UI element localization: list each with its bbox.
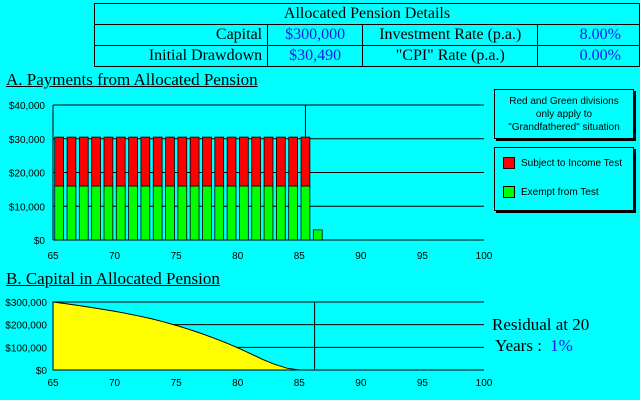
payments-x-tick-label: 65	[47, 251, 59, 262]
income-test-bar	[66, 136, 77, 187]
payments-y-tick-label: $10,000	[9, 202, 46, 213]
income-test-bar	[115, 136, 126, 187]
income-test-bar	[288, 136, 298, 187]
income-test-bar	[202, 136, 212, 187]
investment-rate-value[interactable]: 8.00%	[537, 24, 640, 46]
capital-x-tick-label: 95	[417, 378, 429, 389]
drawdown-value[interactable]: $30,490	[267, 45, 364, 67]
note-line-3: "Grandfathered" situation	[508, 121, 620, 133]
exempt-bar	[214, 185, 225, 241]
income-test-bar	[152, 136, 163, 187]
income-test-bar	[214, 136, 225, 187]
income-test-bar	[300, 136, 311, 187]
legend-swatch-green	[503, 186, 515, 198]
payments-x-tick-label: 80	[232, 251, 244, 262]
cpi-rate-value[interactable]: 0.00%	[537, 45, 640, 67]
income-test-bar	[128, 136, 138, 187]
exempt-bar	[189, 185, 200, 241]
income-test-bar	[239, 136, 249, 187]
payments-y-tick-label: $0	[34, 236, 46, 247]
capital-section-title: B. Capital in Allocated Pension	[6, 269, 220, 288]
capital-y-tick-label: $200,000	[5, 321, 47, 332]
payments-x-tick-label: 100	[476, 251, 493, 262]
income-test-bar	[251, 136, 262, 187]
cpi-rate-label: "CPI" Rate (p.a.)	[362, 45, 539, 67]
exempt-bar	[202, 185, 212, 241]
pension-details-table: Allocated Pension Details Capital $300,0…	[93, 3, 640, 67]
capital-x-tick-label: 90	[355, 378, 367, 389]
payments-y-tick-label: $30,000	[9, 135, 46, 146]
capital-y-tick-label: $100,000	[5, 343, 47, 354]
exempt-bar	[115, 185, 126, 241]
capital-x-tick-label: 85	[294, 378, 306, 389]
capital-x-tick-label: 75	[171, 378, 183, 389]
income-test-bar	[189, 136, 200, 187]
exempt-bar	[288, 185, 298, 241]
exempt-bar	[78, 185, 89, 241]
exempt-bar	[152, 185, 163, 241]
income-test-bar	[103, 136, 114, 187]
income-test-bar	[165, 136, 175, 187]
exempt-bar	[239, 185, 249, 241]
payments-x-tick-label: 95	[417, 251, 429, 262]
exempt-bar	[300, 185, 311, 241]
note-line-2: only apply to	[535, 108, 593, 120]
residual-value: 1%	[550, 336, 573, 355]
income-test-bar	[140, 136, 151, 187]
residual-years-label: Years :	[495, 336, 542, 355]
exempt-bar	[54, 185, 64, 241]
exempt-bar	[251, 185, 262, 241]
capital-x-tick-label: 100	[476, 378, 493, 389]
payments-x-tick-label: 75	[171, 251, 183, 262]
legend-swatch-red	[503, 157, 515, 169]
drawdown-label: Initial Drawdown	[93, 45, 269, 67]
income-test-bar	[78, 136, 89, 187]
exempt-bar	[275, 185, 286, 241]
capital-y-tick-label: $300,000	[5, 298, 47, 309]
grandfathered-note: Red and Green divisions only apply to "G…	[494, 89, 634, 139]
exempt-bar	[165, 185, 175, 241]
legend-label-income-test: Subject to Income Test	[521, 157, 622, 169]
income-test-bar	[275, 136, 286, 187]
payments-section-title: A. Payments from Allocated Pension	[6, 70, 258, 89]
payments-legend: Subject to Income Test Exempt from Test	[494, 147, 634, 211]
income-test-bar	[177, 136, 188, 187]
capital-y-tick-label: $0	[36, 366, 48, 377]
income-test-bar	[226, 136, 237, 187]
payments-y-tick-label: $20,000	[9, 169, 46, 180]
payments-y-tick-label: $40,000	[9, 101, 46, 112]
residual-label-line1: Residual at 20	[492, 315, 590, 334]
capital-x-tick-label: 80	[232, 378, 244, 389]
exempt-bar	[91, 185, 101, 241]
exempt-bar	[226, 185, 237, 241]
payments-x-tick-label: 85	[294, 251, 306, 262]
capital-x-tick-label: 65	[47, 378, 59, 389]
income-test-bar	[91, 136, 101, 187]
residual-label-line2: Years : 1%	[495, 336, 573, 356]
capital-area	[52, 301, 312, 371]
exempt-bar	[312, 229, 323, 241]
exempt-bar	[263, 185, 274, 241]
income-test-bar	[54, 136, 64, 187]
payments-x-tick-label: 90	[355, 251, 367, 262]
note-line-1: Red and Green divisions	[509, 95, 619, 107]
capital-x-tick-label: 70	[109, 378, 121, 389]
legend-item-income-test: Subject to Income Test	[503, 157, 622, 169]
legend-item-exempt: Exempt from Test	[503, 186, 599, 198]
income-test-bar	[263, 136, 274, 187]
exempt-bar	[66, 185, 77, 241]
exempt-bar	[140, 185, 151, 241]
payments-x-tick-label: 70	[109, 251, 121, 262]
exempt-bar	[177, 185, 188, 241]
exempt-bar	[128, 185, 138, 241]
exempt-bar	[103, 185, 114, 241]
legend-label-exempt: Exempt from Test	[521, 186, 599, 198]
